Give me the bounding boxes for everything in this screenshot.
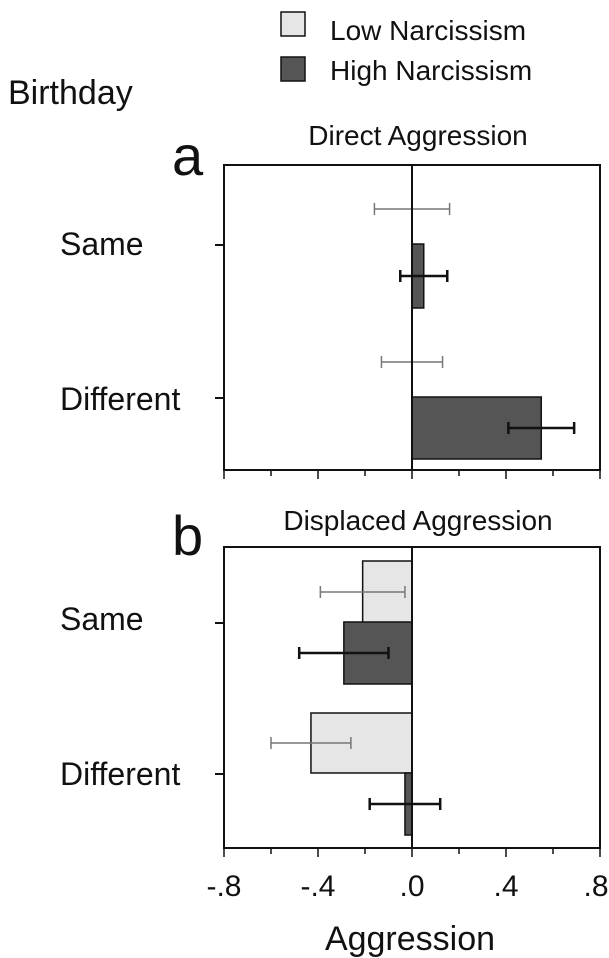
x-tick-label: .8: [583, 870, 608, 903]
legend-label-high: High Narcissism: [330, 55, 532, 86]
legend-swatch-low: [280, 11, 306, 37]
legend: Low Narcissism High Narcissism: [280, 11, 532, 86]
panel-a-title: Direct Aggression: [308, 120, 527, 151]
legend-swatch-high: [280, 56, 306, 82]
x-tick-label: -.8: [206, 870, 241, 903]
panel-a-letter: a: [172, 124, 204, 187]
panel-b-category-different: Different: [60, 756, 180, 792]
x-axis-label: Aggression: [325, 920, 495, 958]
panel-b-title: Displaced Aggression: [283, 505, 552, 536]
x-tick-label: .0: [399, 870, 424, 903]
row-heading: Birthday: [8, 74, 133, 112]
legend-label-low: Low Narcissism: [330, 15, 526, 46]
panel-a-category-same: Same: [60, 226, 144, 262]
panel-b-letter: b: [172, 504, 203, 567]
panel-b-plot: [215, 546, 601, 857]
x-tick-label: -.4: [300, 870, 335, 903]
panel-a-plot: [215, 164, 601, 479]
panel-b-category-same: Same: [60, 601, 144, 637]
x-tick-label: .4: [493, 870, 518, 903]
panel-a-category-different: Different: [60, 381, 180, 417]
